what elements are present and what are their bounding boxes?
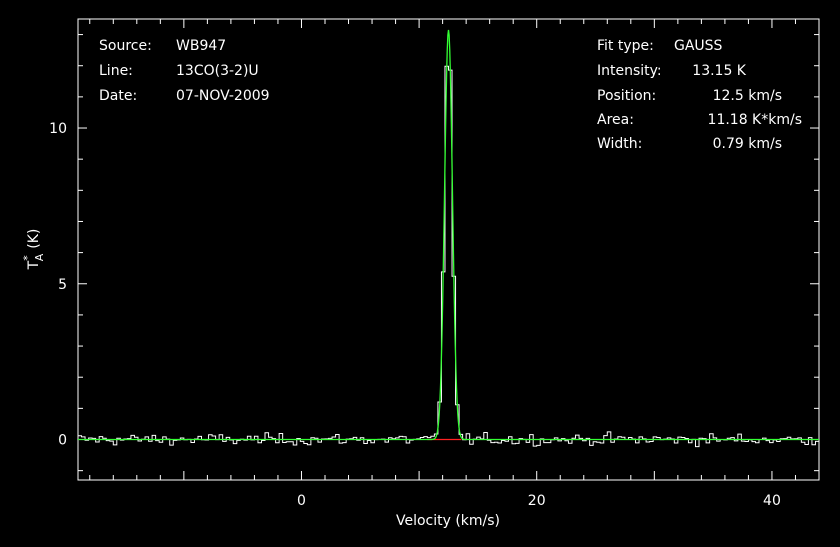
info-intensity-key: Intensity: (597, 63, 662, 79)
x-tick-label: 0 (297, 493, 306, 509)
info-line-key: Line: (99, 63, 133, 79)
y-axis-label: T*A (K) (21, 229, 46, 271)
info-width-value: 0.79 km/s (713, 136, 782, 152)
axis-ticks (78, 19, 820, 480)
plot-frame (77, 18, 820, 481)
y-axis-label-sub: A (33, 253, 46, 261)
y-axis-label-sup: * (21, 255, 34, 261)
info-source-value: WB947 (176, 38, 226, 54)
info-position-value: 12.5 km/s (713, 88, 782, 104)
y-axis-label-unit: (K) (26, 229, 42, 249)
info-date-key: Date: (99, 88, 137, 104)
svg-text:T*A(K): T*A (K) (21, 229, 46, 271)
x-tick-label: 20 (528, 493, 546, 509)
y-tick-label: 10 (49, 121, 67, 137)
info-area-key: Area: (597, 112, 634, 128)
axis-tick-labels: 0 20 40 0 5 10 (49, 121, 781, 509)
gaussian-fit-line (78, 29, 819, 441)
info-width-key: Width: (597, 136, 642, 152)
info-intensity-value: 13.15 K (692, 63, 747, 79)
info-fittype-value: GAUSS (674, 38, 723, 54)
info-right: Fit type: GAUSS Intensity: 13.15 K Posit… (597, 38, 802, 152)
info-position-key: Position: (597, 88, 656, 104)
x-axis-label: Velocity (km/s) (396, 513, 500, 529)
info-line-value: 13CO(3-2)U (176, 63, 259, 79)
x-tick-label: 40 (763, 493, 781, 509)
y-tick-label: 5 (58, 277, 67, 293)
info-left: Source: WB947 Line: 13CO(3-2)U Date: 07-… (99, 38, 270, 104)
info-area-value: 11.18 K*km/s (708, 112, 802, 128)
info-source-key: Source: (99, 38, 152, 54)
y-axis-label-main: T (26, 260, 42, 270)
info-fittype-key: Fit type: (597, 38, 654, 54)
info-date-value: 07-NOV-2009 (176, 88, 270, 104)
y-tick-label: 0 (58, 433, 67, 449)
